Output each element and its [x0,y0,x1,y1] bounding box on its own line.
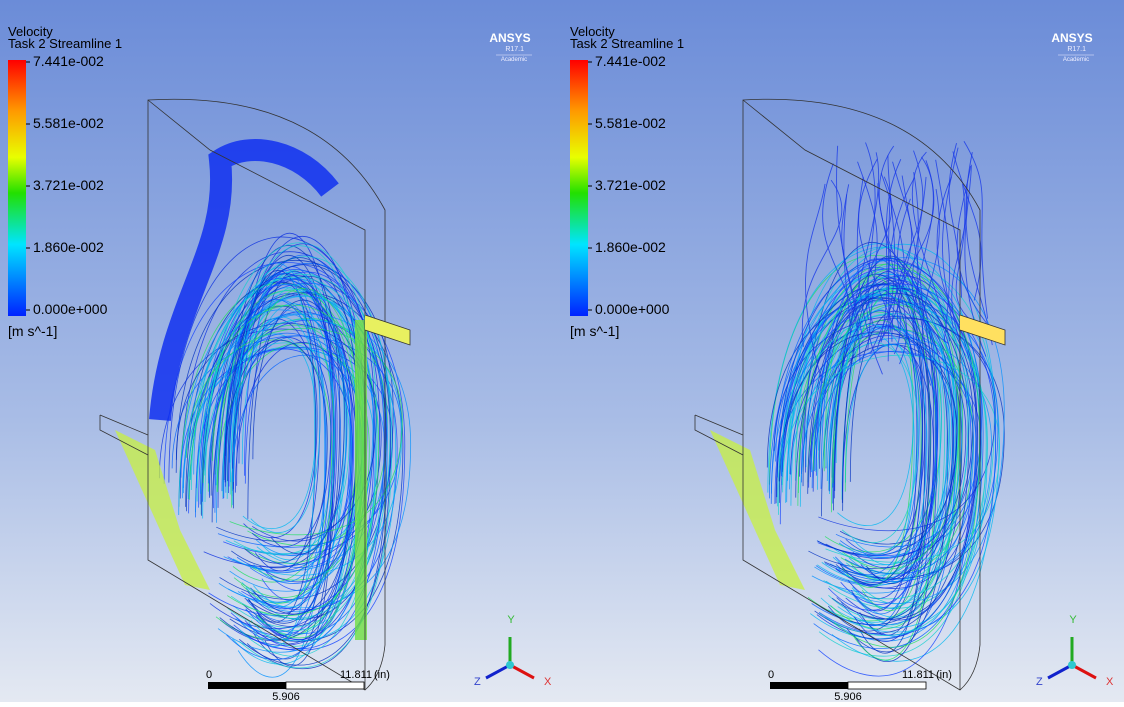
legend-tick-label: 1.860e-002 [33,239,104,255]
legend-subtitle: Task 2 Streamline 1 [570,36,684,51]
legend-tick-label: 1.860e-002 [595,239,666,255]
color-bar [570,60,588,316]
scale-bar-empty [848,682,926,689]
scale-start: 0 [768,669,774,681]
axis-z-label: Z [474,676,481,688]
scale-start: 0 [206,669,212,681]
viewport: VelocityTask 2 Streamline 17.441e-0025.5… [0,0,1124,702]
axis-x-label: X [544,676,552,688]
legend-tick-label: 0.000e+000 [595,301,670,317]
axis-origin [506,661,514,669]
legend-tick-label: 5.581e-002 [33,115,104,131]
axis-y-label: Y [507,614,515,626]
scale-mid: 5.906 [834,691,862,702]
scale-mid: 5.906 [272,691,300,702]
axis-x-label: X [1106,676,1114,688]
page: VelocityTask 2 Streamline 17.441e-0025.5… [0,0,1124,702]
axis-y-label: Y [1069,614,1077,626]
logo-edition: Academic [1063,57,1089,63]
logo-brand: ANSYS [1051,31,1092,45]
legend-tick-label: 3.721e-002 [33,177,104,193]
scale-unit: (in) [374,669,390,681]
logo-edition: Academic [501,57,527,63]
legend-unit: [m s^-1] [8,323,57,339]
legend-tick-label: 0.000e+000 [33,301,108,317]
scale-bar-filled [208,682,286,689]
legend-tick-label: 7.441e-002 [595,53,666,69]
legend-tick-label: 7.441e-002 [33,53,104,69]
scale-end: 11.811 [340,669,372,681]
legend-tick-label: 3.721e-002 [595,177,666,193]
logo-version: R17.1 [505,46,524,53]
axis-origin [1068,661,1076,669]
scale-bar-empty [286,682,364,689]
logo-version: R17.1 [1067,46,1086,53]
scale-unit: (in) [936,669,952,681]
legend-subtitle: Task 2 Streamline 1 [8,36,122,51]
axis-z-label: Z [1036,676,1043,688]
legend-tick-label: 5.581e-002 [595,115,666,131]
scale-bar-filled [770,682,848,689]
logo-brand: ANSYS [489,31,530,45]
legend-unit: [m s^-1] [570,323,619,339]
scale-end: 11.811 [902,669,934,681]
color-bar [8,60,26,316]
